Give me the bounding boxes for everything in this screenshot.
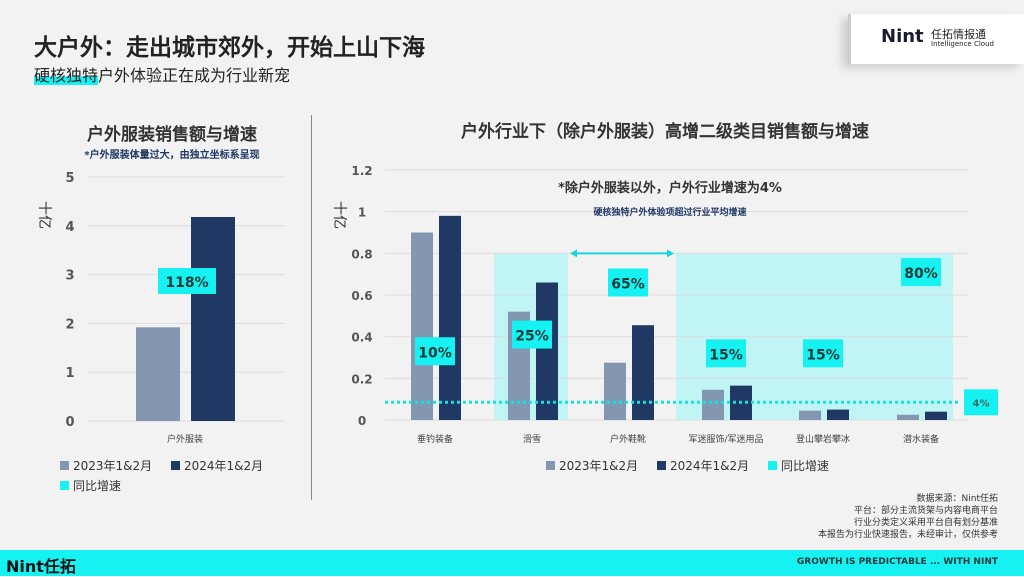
chart-title: 户外行业下（除户外服装）高增二级类目销售额与增速 [461, 121, 869, 142]
bar-2023年1&2月 [411, 232, 433, 420]
bar-2024年1&2月 [827, 409, 849, 420]
footer-bar: Nint任拓 GROWTH IS PREDICTABLE ... WITH NI… [0, 550, 1024, 576]
reference-label: 4% [973, 398, 990, 409]
growth-label-box [158, 268, 216, 294]
y-tick-label: 0.8 [351, 247, 372, 261]
growth-label: 15% [806, 347, 840, 363]
x-tick-label: 户外服装 [167, 433, 203, 445]
x-tick-label: 军迷服饰/军迷用品 [688, 433, 763, 445]
y-tick-label: 0 [358, 414, 366, 428]
y-tick-label: 4 [65, 220, 74, 235]
legend-swatch [60, 481, 69, 490]
subtitle-highlight: 硬核独特 [34, 66, 99, 85]
footer-brand: Nint任拓 [6, 557, 76, 576]
y-tick-label: 5 [65, 171, 74, 186]
y-axis-label: 十亿 [331, 201, 347, 229]
reference-label-box [964, 389, 998, 416]
legend-label: 2024年1&2月 [184, 459, 263, 473]
subtitle-rest: 户外体验正在成为行业新宠 [98, 66, 291, 85]
growth-label-box [512, 320, 552, 349]
legend-swatch [546, 461, 555, 470]
source-notes: 数据来源：Nint任拓 平台：部分主流货架与内容电商平台 行业分类定义采用平台自… [818, 493, 998, 541]
growth-label: 80% [904, 266, 938, 282]
growth-label-box [706, 339, 746, 368]
y-tick-label: 3 [65, 269, 74, 284]
logo-brand: Nint [881, 26, 924, 47]
bar-2023年1&2月 [897, 414, 919, 420]
bar-2024年1&2月 [439, 215, 461, 420]
y-tick-label: 1 [358, 206, 366, 220]
bar-2024年1&2月 [925, 411, 947, 420]
bar-2023年1&2月 [604, 362, 626, 420]
logo-en: Intelligence Cloud [931, 40, 994, 48]
growth-label: 118% [165, 275, 208, 291]
legend-label: 2023年1&2月 [559, 459, 638, 473]
bar-2024年1&2月 [632, 325, 654, 420]
y-tick-label: 0.2 [351, 372, 372, 386]
annotation: *除户外服装以外，户外行业增速为4% [558, 180, 782, 196]
bar-2024年1&2月 [536, 282, 558, 420]
y-tick-label: 0 [65, 415, 74, 430]
growth-label: 65% [611, 277, 645, 293]
divider [311, 115, 312, 500]
nint-logo: Nint 任拓情报通 Intelligence Cloud [848, 14, 1024, 64]
bar-2023年1&2月 [799, 410, 821, 420]
growth-label-box [415, 337, 455, 366]
footer-slogan: GROWTH IS PREDICTABLE ... WITH NINT [796, 557, 998, 567]
logo-cn: 任拓情报通 [931, 28, 986, 41]
y-tick-label: 0.4 [351, 331, 372, 345]
bar-2023年1&2月 [702, 389, 724, 420]
x-tick-label: 垂钓装备 [417, 433, 453, 445]
legend-label: 同比增速 [781, 459, 829, 473]
chart-title: 户外服装销售额与增速 [87, 124, 257, 145]
chart-subtitle: *户外服装体量过大，由独立坐标系呈现 [84, 148, 259, 161]
annotation-sub: 硬核独特户外体验项超过行业平均增速 [593, 206, 746, 218]
source-line: 行业分类定义采用平台自有划分基准 [853, 518, 998, 528]
y-axis-label: 十亿 [36, 201, 52, 229]
x-tick-label: 登山攀岩攀冰 [796, 433, 850, 445]
bar-2023年1&2月 [136, 327, 180, 421]
y-tick-label: 1.2 [351, 164, 372, 178]
page-subtitle: 硬核独特户外体验正在成为行业新宠 [34, 62, 290, 86]
growth-label: 10% [418, 345, 452, 361]
growth-label: 15% [709, 347, 743, 363]
y-tick-label: 0.6 [351, 289, 372, 303]
legend-swatch [657, 461, 666, 470]
source-line: 平台：部分主流货架与内容电商平台 [853, 506, 998, 516]
legend-swatch [171, 461, 180, 470]
x-tick-label: 潜水装备 [903, 433, 939, 445]
x-tick-label: 滑雪 [523, 434, 541, 445]
legend-label: 2024年1&2月 [670, 459, 749, 473]
legend-label: 2023年1&2月 [73, 459, 152, 473]
bar-2024年1&2月 [191, 217, 235, 421]
growth-label-box [608, 268, 648, 297]
source-line: 数据来源：Nint任拓 [916, 494, 998, 504]
y-tick-label: 2 [65, 317, 74, 332]
legend-swatch [768, 461, 777, 470]
page-title: 大户外：走出城市郊外，开始上山下海 [34, 35, 425, 61]
legend-swatch [60, 461, 69, 470]
source-line: 本报告为行业快速报告，未经审计，仅供参考 [817, 530, 998, 540]
legend-label: 同比增速 [73, 479, 121, 493]
y-tick-label: 1 [65, 366, 74, 381]
growth-label-box [803, 339, 843, 368]
growth-label-box [901, 258, 941, 287]
x-tick-label: 户外鞋靴 [610, 433, 646, 445]
growth-label: 25% [515, 329, 549, 345]
